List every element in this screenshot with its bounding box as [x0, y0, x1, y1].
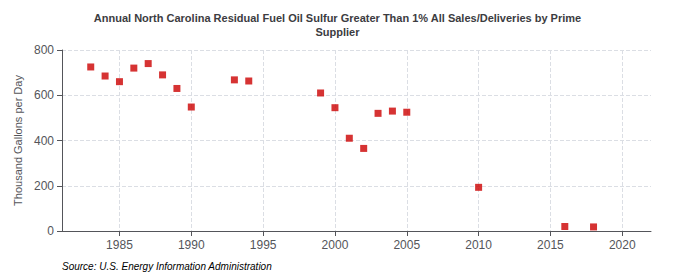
svg-text:2020: 2020 [609, 238, 636, 252]
svg-text:600: 600 [34, 88, 54, 102]
svg-text:2005: 2005 [393, 238, 420, 252]
svg-text:0: 0 [47, 224, 54, 238]
svg-text:1995: 1995 [250, 238, 277, 252]
svg-text:Source: U.S. Energy Informatio: Source: U.S. Energy Information Administ… [62, 261, 272, 272]
svg-text:1990: 1990 [178, 238, 205, 252]
svg-text:Annual North Carolina Residual: Annual North Carolina Residual Fuel Oil … [94, 12, 581, 24]
svg-text:Supplier: Supplier [315, 26, 360, 38]
svg-text:2010: 2010 [465, 238, 492, 252]
svg-text:2000: 2000 [322, 238, 349, 252]
svg-text:800: 800 [34, 43, 54, 57]
svg-text:400: 400 [34, 134, 54, 148]
svg-text:200: 200 [34, 179, 54, 193]
svg-text:2015: 2015 [537, 238, 564, 252]
svg-text:1985: 1985 [106, 238, 133, 252]
svg-text:Thousand Gallons per Day: Thousand Gallons per Day [12, 75, 24, 206]
